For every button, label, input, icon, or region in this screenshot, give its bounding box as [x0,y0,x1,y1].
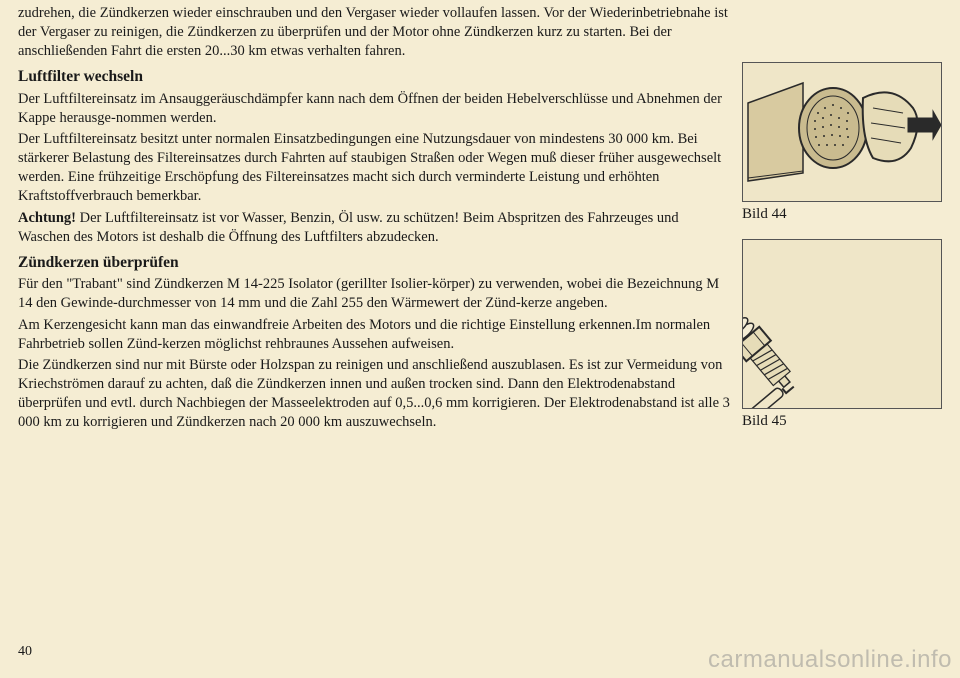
paragraph-zk1: Für den "Trabant" sind Zündkerzen M 14-2… [18,275,732,313]
page-number: 40 [18,644,32,660]
image-column: Bild 44 [742,4,942,678]
achtung-label: Achtung! [18,210,76,226]
paragraph-lf1: Der Luftfiltereinsatz im Ansauggeräuschd… [18,90,732,128]
figure-44: Bild 44 [742,62,942,223]
air-filter-icon [743,63,941,201]
paragraph-intro: zudrehen, die Zündkerzen wieder einschra… [18,4,732,61]
figure-45-caption: Bild 45 [742,413,942,430]
figure-45: 0.6 mm Bild 45 [742,239,942,430]
figure-44-box [742,62,942,202]
text-column: zudrehen, die Zündkerzen wieder einschra… [18,4,732,678]
heading-luftfilter: Luftfilter wechseln [18,67,732,87]
figure-44-caption: Bild 44 [742,206,942,223]
achtung-text: Der Luftfiltereinsatz ist vor Wasser, Be… [18,210,679,245]
paragraph-achtung: Achtung! Der Luftfiltereinsatz ist vor W… [18,209,732,247]
paragraph-zk3: Die Zündkerzen sind nur mit Bürste oder … [18,356,732,433]
heading-zuendkerzen: Zündkerzen überprüfen [18,253,732,273]
paragraph-lf2: Der Luftfiltereinsatz besitzt unter norm… [18,130,732,207]
figure-45-box: 0.6 mm [742,239,942,409]
spark-plug-icon: 0.6 mm [743,240,941,408]
paragraph-zk2: Am Kerzengesicht kann man das einwandfre… [18,316,732,354]
page-container: zudrehen, die Zündkerzen wieder einschra… [0,0,960,678]
